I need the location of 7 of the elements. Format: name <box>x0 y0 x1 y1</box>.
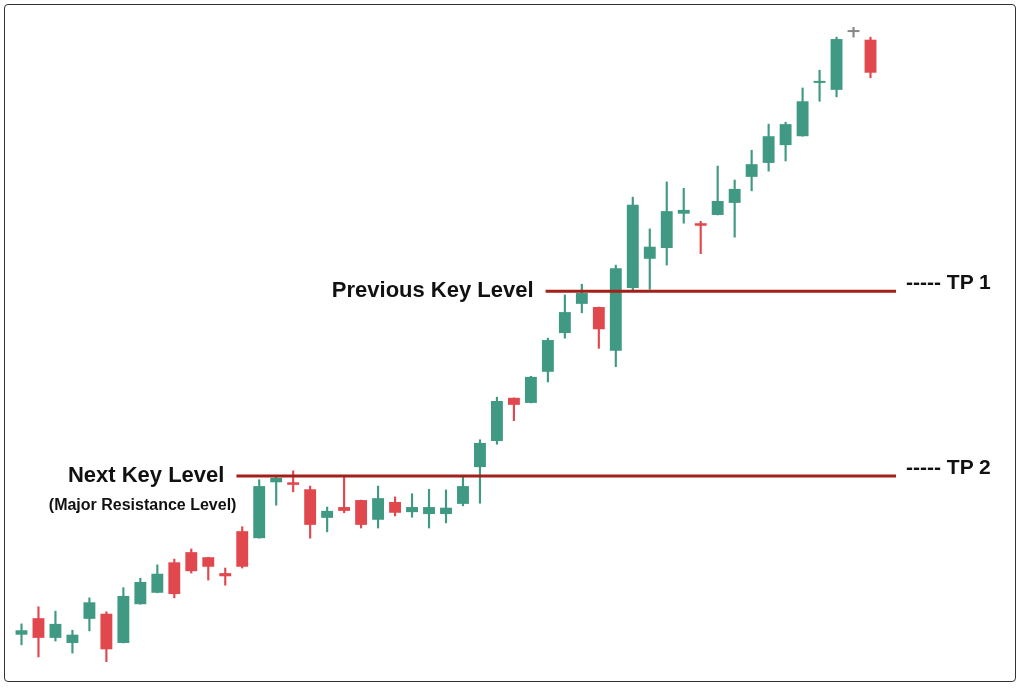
annotation: Next Key Level (Major Resistance Level) <box>48 462 237 514</box>
ref-line-label: ----- TP 1 <box>906 269 992 293</box>
candlestick <box>813 69 826 102</box>
candlestick <box>847 27 860 38</box>
ref-line-label: ----- TP 2 <box>906 454 991 478</box>
annotation: Previous Key Level <box>331 277 534 303</box>
candlestick <box>15 623 28 646</box>
